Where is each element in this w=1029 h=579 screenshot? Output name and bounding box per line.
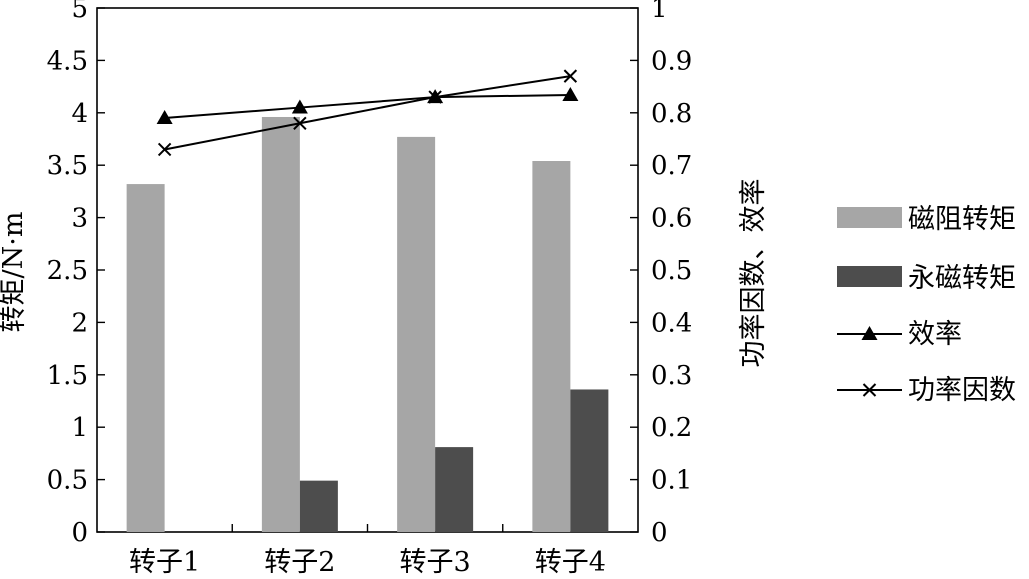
y-right-tick-label-4: 0.4 <box>651 308 692 338</box>
y-right-tick-label-0: 0 <box>651 518 668 548</box>
legend-label-pm-torque: 永磁转矩 <box>908 263 1016 294</box>
y-right-tick-label-7: 0.7 <box>651 151 692 181</box>
y-left-tick-label-0: 0 <box>71 518 88 548</box>
bar-reluctance-1 <box>126 184 165 532</box>
y-right-tick-label-2: 0.2 <box>651 413 692 443</box>
y-right-tick-label-6: 0.6 <box>651 204 692 234</box>
y-right-tick-label-10: 1 <box>651 0 668 24</box>
y-right-tick-label-3: 0.3 <box>651 361 692 391</box>
point-efficiency-1 <box>156 110 173 125</box>
legend-marker-power-factor <box>862 383 877 397</box>
y-right-tick-label-8: 0.8 <box>651 99 692 129</box>
legend-marker-efficiency <box>861 326 878 340</box>
y-left-tick-label-1: 0.5 <box>47 466 88 496</box>
y-left-tick-label-4: 2 <box>71 308 88 338</box>
point-power-factor-3 <box>428 90 442 104</box>
bar-reluctance-3 <box>397 136 436 533</box>
lines <box>156 69 579 157</box>
y-left-tick-label-7: 3.5 <box>47 151 88 181</box>
y-right-tick-label-9: 0.9 <box>651 46 692 76</box>
y-left-tick-label-2: 1 <box>71 413 88 443</box>
y-axis-right-title: 功率因数、效率 <box>738 179 769 368</box>
legend-label-reluctance-torque: 磁阻转矩 <box>908 204 1016 235</box>
bar-pm-2 <box>299 480 338 532</box>
y-left-tick-label-6: 3 <box>71 204 88 234</box>
legend-label-power-factor: 功率因数 <box>908 375 1016 406</box>
point-power-factor-2 <box>293 116 307 130</box>
x-category-label-3: 转子3 <box>400 547 471 578</box>
left-axis: 0 0.5 1 1.5 2 2.5 3 3.5 4 4.5 5 <box>47 0 105 548</box>
y-left-tick-label-10: 5 <box>71 0 88 24</box>
bar-reluctance-2 <box>261 116 300 532</box>
bars <box>126 116 609 533</box>
bar-pm-3 <box>435 447 474 532</box>
y-left-tick-label-9: 4.5 <box>47 46 88 76</box>
bar-pm-4 <box>570 389 609 532</box>
y-axis-left-title: 转矩/N·m <box>0 212 29 333</box>
legend-label-efficiency: 效率 <box>908 319 962 350</box>
point-power-factor-1 <box>157 142 172 157</box>
legend-swatch-pm-torque <box>837 266 902 287</box>
legend-swatch-reluctance-torque <box>837 207 902 228</box>
bar-reluctance-4 <box>532 161 571 532</box>
point-efficiency-4 <box>562 86 579 101</box>
x-category-label-2: 转子2 <box>264 547 335 578</box>
point-power-factor-4 <box>563 69 578 83</box>
y-left-tick-label-5: 2.5 <box>47 256 88 286</box>
line-efficiency <box>164 93 571 120</box>
point-efficiency-2 <box>291 99 308 114</box>
right-axis: 0 0.1 0.2 0.3 0.4 0.5 0.6 0.7 0.8 0.9 1 <box>630 0 692 548</box>
y-left-tick-label-3: 1.5 <box>47 361 88 391</box>
x-category-label-4: 转子4 <box>535 547 606 578</box>
y-left-tick-label-8: 4 <box>71 99 88 129</box>
y-right-tick-label-1: 0.1 <box>651 466 692 496</box>
legend: 磁阻转矩 永磁转矩 效率 功率因数 <box>837 204 1016 406</box>
x-category-label-1: 转子1 <box>129 547 200 578</box>
y-right-tick-label-5: 0.5 <box>651 256 692 286</box>
x-axis: 转子1 转子2 转子3 转子4 <box>129 524 606 578</box>
line-power-factor <box>164 75 571 151</box>
